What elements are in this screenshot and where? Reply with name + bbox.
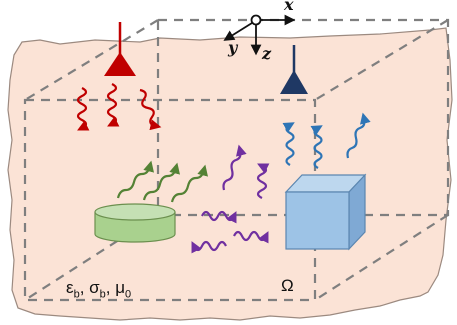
cube-object-icon bbox=[284, 173, 367, 251]
permittivity-symbol: ε bbox=[66, 278, 74, 297]
wave-blue-2 bbox=[310, 125, 323, 169]
purple-waves-up bbox=[222, 144, 270, 199]
wave-red-1 bbox=[76, 87, 90, 131]
permeability-symbol: μ bbox=[115, 278, 126, 297]
background-medium bbox=[7, 27, 453, 321]
conductivity-symbol: σ bbox=[89, 278, 100, 297]
cylinder-scattered-waves bbox=[116, 160, 208, 203]
medium-parameters-label: εb, σb, μ0 bbox=[66, 278, 132, 301]
wave-blue-1 bbox=[282, 122, 295, 166]
axes-icon bbox=[223, 14, 296, 56]
cube-scattered-waves bbox=[282, 112, 371, 169]
purple-waves-horizontal bbox=[191, 210, 269, 254]
transmitter-antenna-icon bbox=[104, 22, 136, 76]
wave-green-3 bbox=[170, 164, 208, 203]
wave-purple-up-2 bbox=[256, 163, 270, 199]
wave-green-2 bbox=[142, 162, 180, 201]
wave-purple-up-1 bbox=[222, 144, 247, 191]
wave-green-1 bbox=[116, 160, 154, 199]
axis-y-label: y bbox=[228, 38, 238, 57]
wave-purple-right-2 bbox=[233, 230, 269, 244]
wave-red-2 bbox=[106, 83, 120, 127]
transmitter-waves bbox=[76, 83, 162, 131]
wave-red-3 bbox=[139, 88, 162, 131]
cylinder-object-icon bbox=[94, 203, 176, 243]
wave-purple-left-1 bbox=[191, 240, 227, 254]
axis-z-label: z bbox=[262, 44, 272, 63]
axis-x-label: x bbox=[284, 0, 294, 14]
wave-blue-3 bbox=[346, 112, 371, 159]
domain-omega-label: Ω bbox=[281, 276, 294, 295]
wave-purple-right-1 bbox=[201, 210, 237, 224]
receiver-antenna-icon bbox=[280, 45, 308, 94]
